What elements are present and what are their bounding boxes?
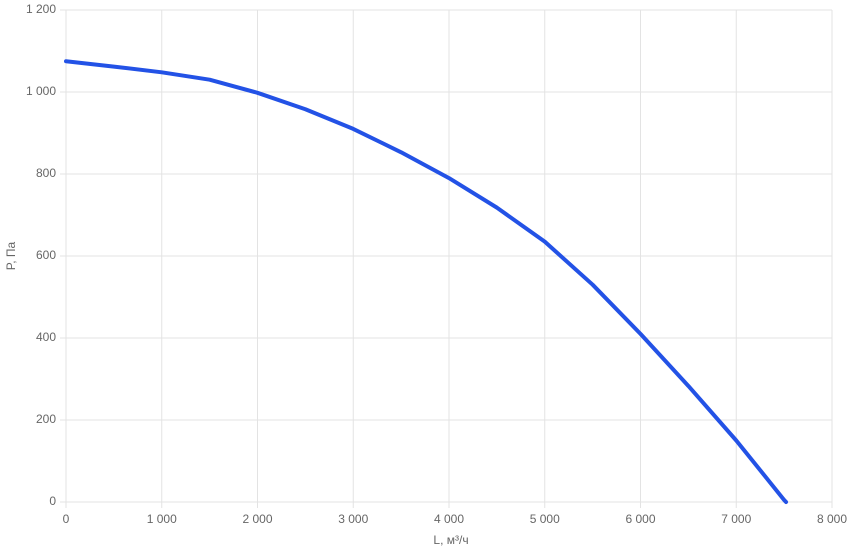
x-tick-label: 8 000	[817, 512, 847, 526]
x-tick-label: 0	[63, 512, 70, 526]
x-axis-label: L, м³/ч	[433, 533, 468, 547]
y-tick-label: 200	[36, 412, 56, 426]
x-tick-label: 7 000	[721, 512, 751, 526]
line	[64, 59, 789, 504]
y-axis-label: P, Па	[4, 241, 18, 270]
y-tick-label: 600	[36, 248, 56, 262]
y-tick-label: 1 000	[26, 84, 56, 98]
x-tick-label: 1 000	[147, 512, 177, 526]
y-tick-label: 1 200	[26, 2, 56, 16]
x-tick-label: 2 000	[242, 512, 272, 526]
y-tick-label: 800	[36, 166, 56, 180]
y-tick-label: 0	[49, 494, 56, 508]
x-tick-label: 4 000	[434, 512, 464, 526]
x-tick-label: 6 000	[625, 512, 655, 526]
x-tick-label: 3 000	[338, 512, 368, 526]
x-tick-label: 5 000	[530, 512, 560, 526]
y-tick-label: 400	[36, 330, 56, 344]
